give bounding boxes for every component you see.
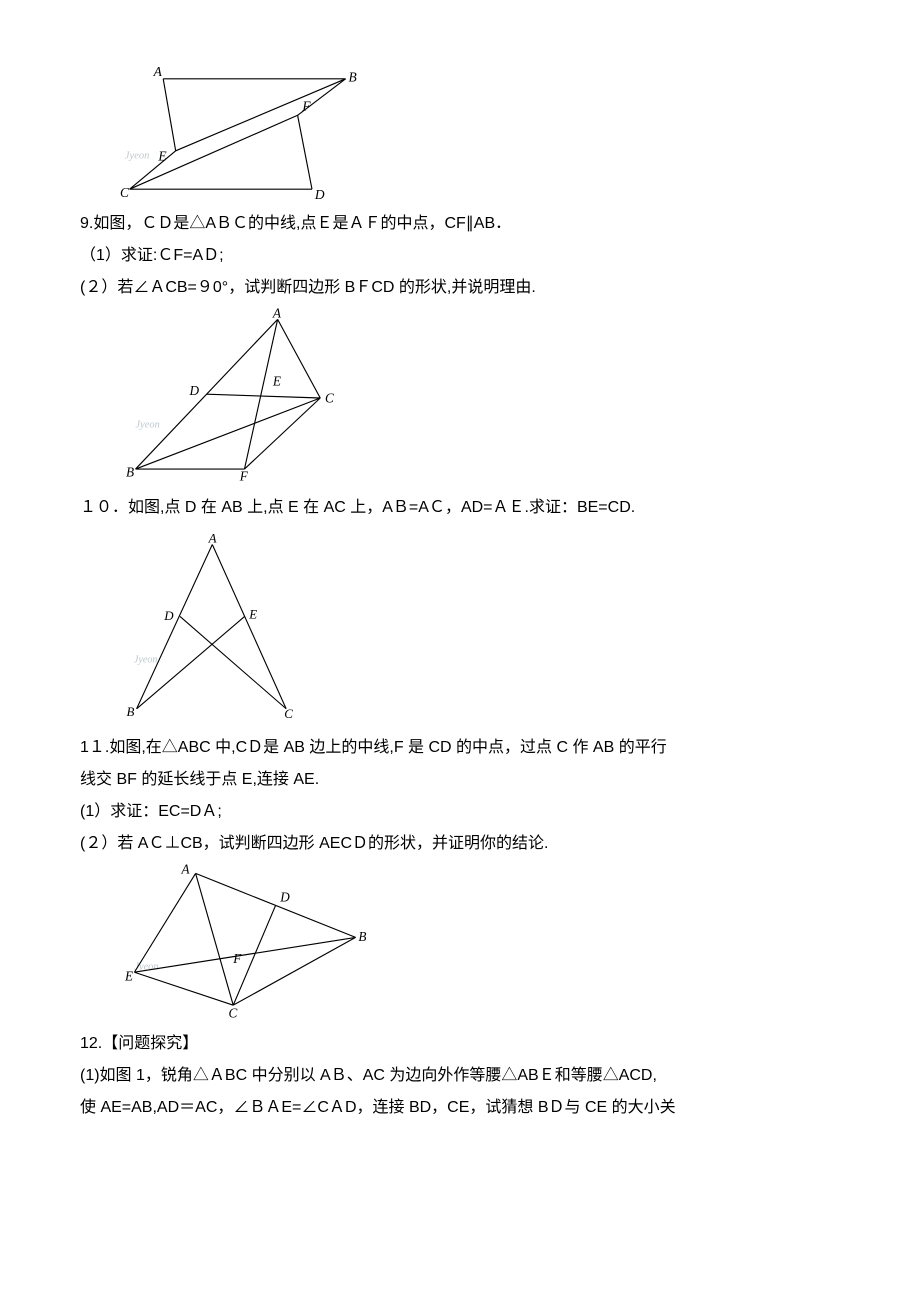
svg-text:B: B xyxy=(126,704,134,719)
q9-line-2: （1）求证:ＣF=AＤ; xyxy=(80,240,840,272)
svg-text:A: A xyxy=(153,64,163,79)
svg-text:D: D xyxy=(163,608,174,623)
svg-text:F: F xyxy=(301,98,311,113)
figure-q8: Jyeon A B C D E F xyxy=(120,64,840,204)
svg-text:Jyeon: Jyeon xyxy=(136,419,160,430)
svg-text:C: C xyxy=(284,706,293,721)
svg-text:E: E xyxy=(272,374,281,389)
svg-text:Jyeon: Jyeon xyxy=(134,655,158,666)
q11-line-3: (1）求证：EC=DＡ; xyxy=(80,796,840,828)
svg-text:D: D xyxy=(279,890,290,905)
figure-q10: Jyeon A B C D E xyxy=(120,528,840,728)
q12-line-1: 12.【问题探究】 xyxy=(80,1028,840,1060)
svg-text:D: D xyxy=(314,187,325,202)
svg-text:E: E xyxy=(248,606,257,621)
svg-text:C: C xyxy=(120,185,130,200)
q9-line-3: (２）若∠ＡCB=９0°，试判断四边形 BＦCD 的形状,并说明理由. xyxy=(80,272,840,304)
svg-text:B: B xyxy=(358,929,366,944)
svg-text:C: C xyxy=(229,1005,238,1020)
svg-text:E: E xyxy=(124,969,133,984)
svg-text:B: B xyxy=(348,70,356,85)
q9-line-1: 9.如图，ＣＤ是△AＢＣ的中线,点Ｅ是ＡＦ的中点，CF∥AB． xyxy=(80,208,840,240)
svg-text:B: B xyxy=(126,465,134,480)
svg-text:Jyeon: Jyeon xyxy=(125,150,150,161)
svg-text:F: F xyxy=(232,951,242,966)
figure-q9: Jyeon A B C D E F xyxy=(120,308,840,488)
svg-text:A: A xyxy=(272,308,282,320)
svg-text:A: A xyxy=(180,864,190,876)
figure-q11: JyeonABCDEF xyxy=(120,864,840,1024)
svg-text:D: D xyxy=(189,383,200,398)
svg-text:C: C xyxy=(325,391,334,406)
q10-line-1: １０．如图,点 D 在 AB 上,点 E 在 AC 上，AＢ=AＣ，AD=ＡＥ.… xyxy=(80,492,840,524)
q12-line-3: 使 AE=AB,AD＝AC，∠ＢＡE=∠CＡD，连接 BD，CE，试猜想 BＤ与… xyxy=(80,1092,840,1124)
q11-line-4: (２）若 AＣ⊥CB，试判断四边形 AECＤ的形状，并证明你的结论. xyxy=(80,828,840,860)
q11-line-2: 线交 BF 的延长线于点 E,连接 AE. xyxy=(80,764,840,796)
q11-line-1: 1１.如图,在△ABC 中,CＤ是 AB 边上的中线,F 是 CD 的中点，过点… xyxy=(80,732,840,764)
q12-line-2: (1)如图 1，锐角△ＡBC 中分别以 AＢ、AC 为边向外作等腰△ABＥ和等腰… xyxy=(80,1060,840,1092)
svg-text:E: E xyxy=(157,148,166,163)
svg-text:A: A xyxy=(208,531,217,546)
svg-text:F: F xyxy=(239,468,249,483)
